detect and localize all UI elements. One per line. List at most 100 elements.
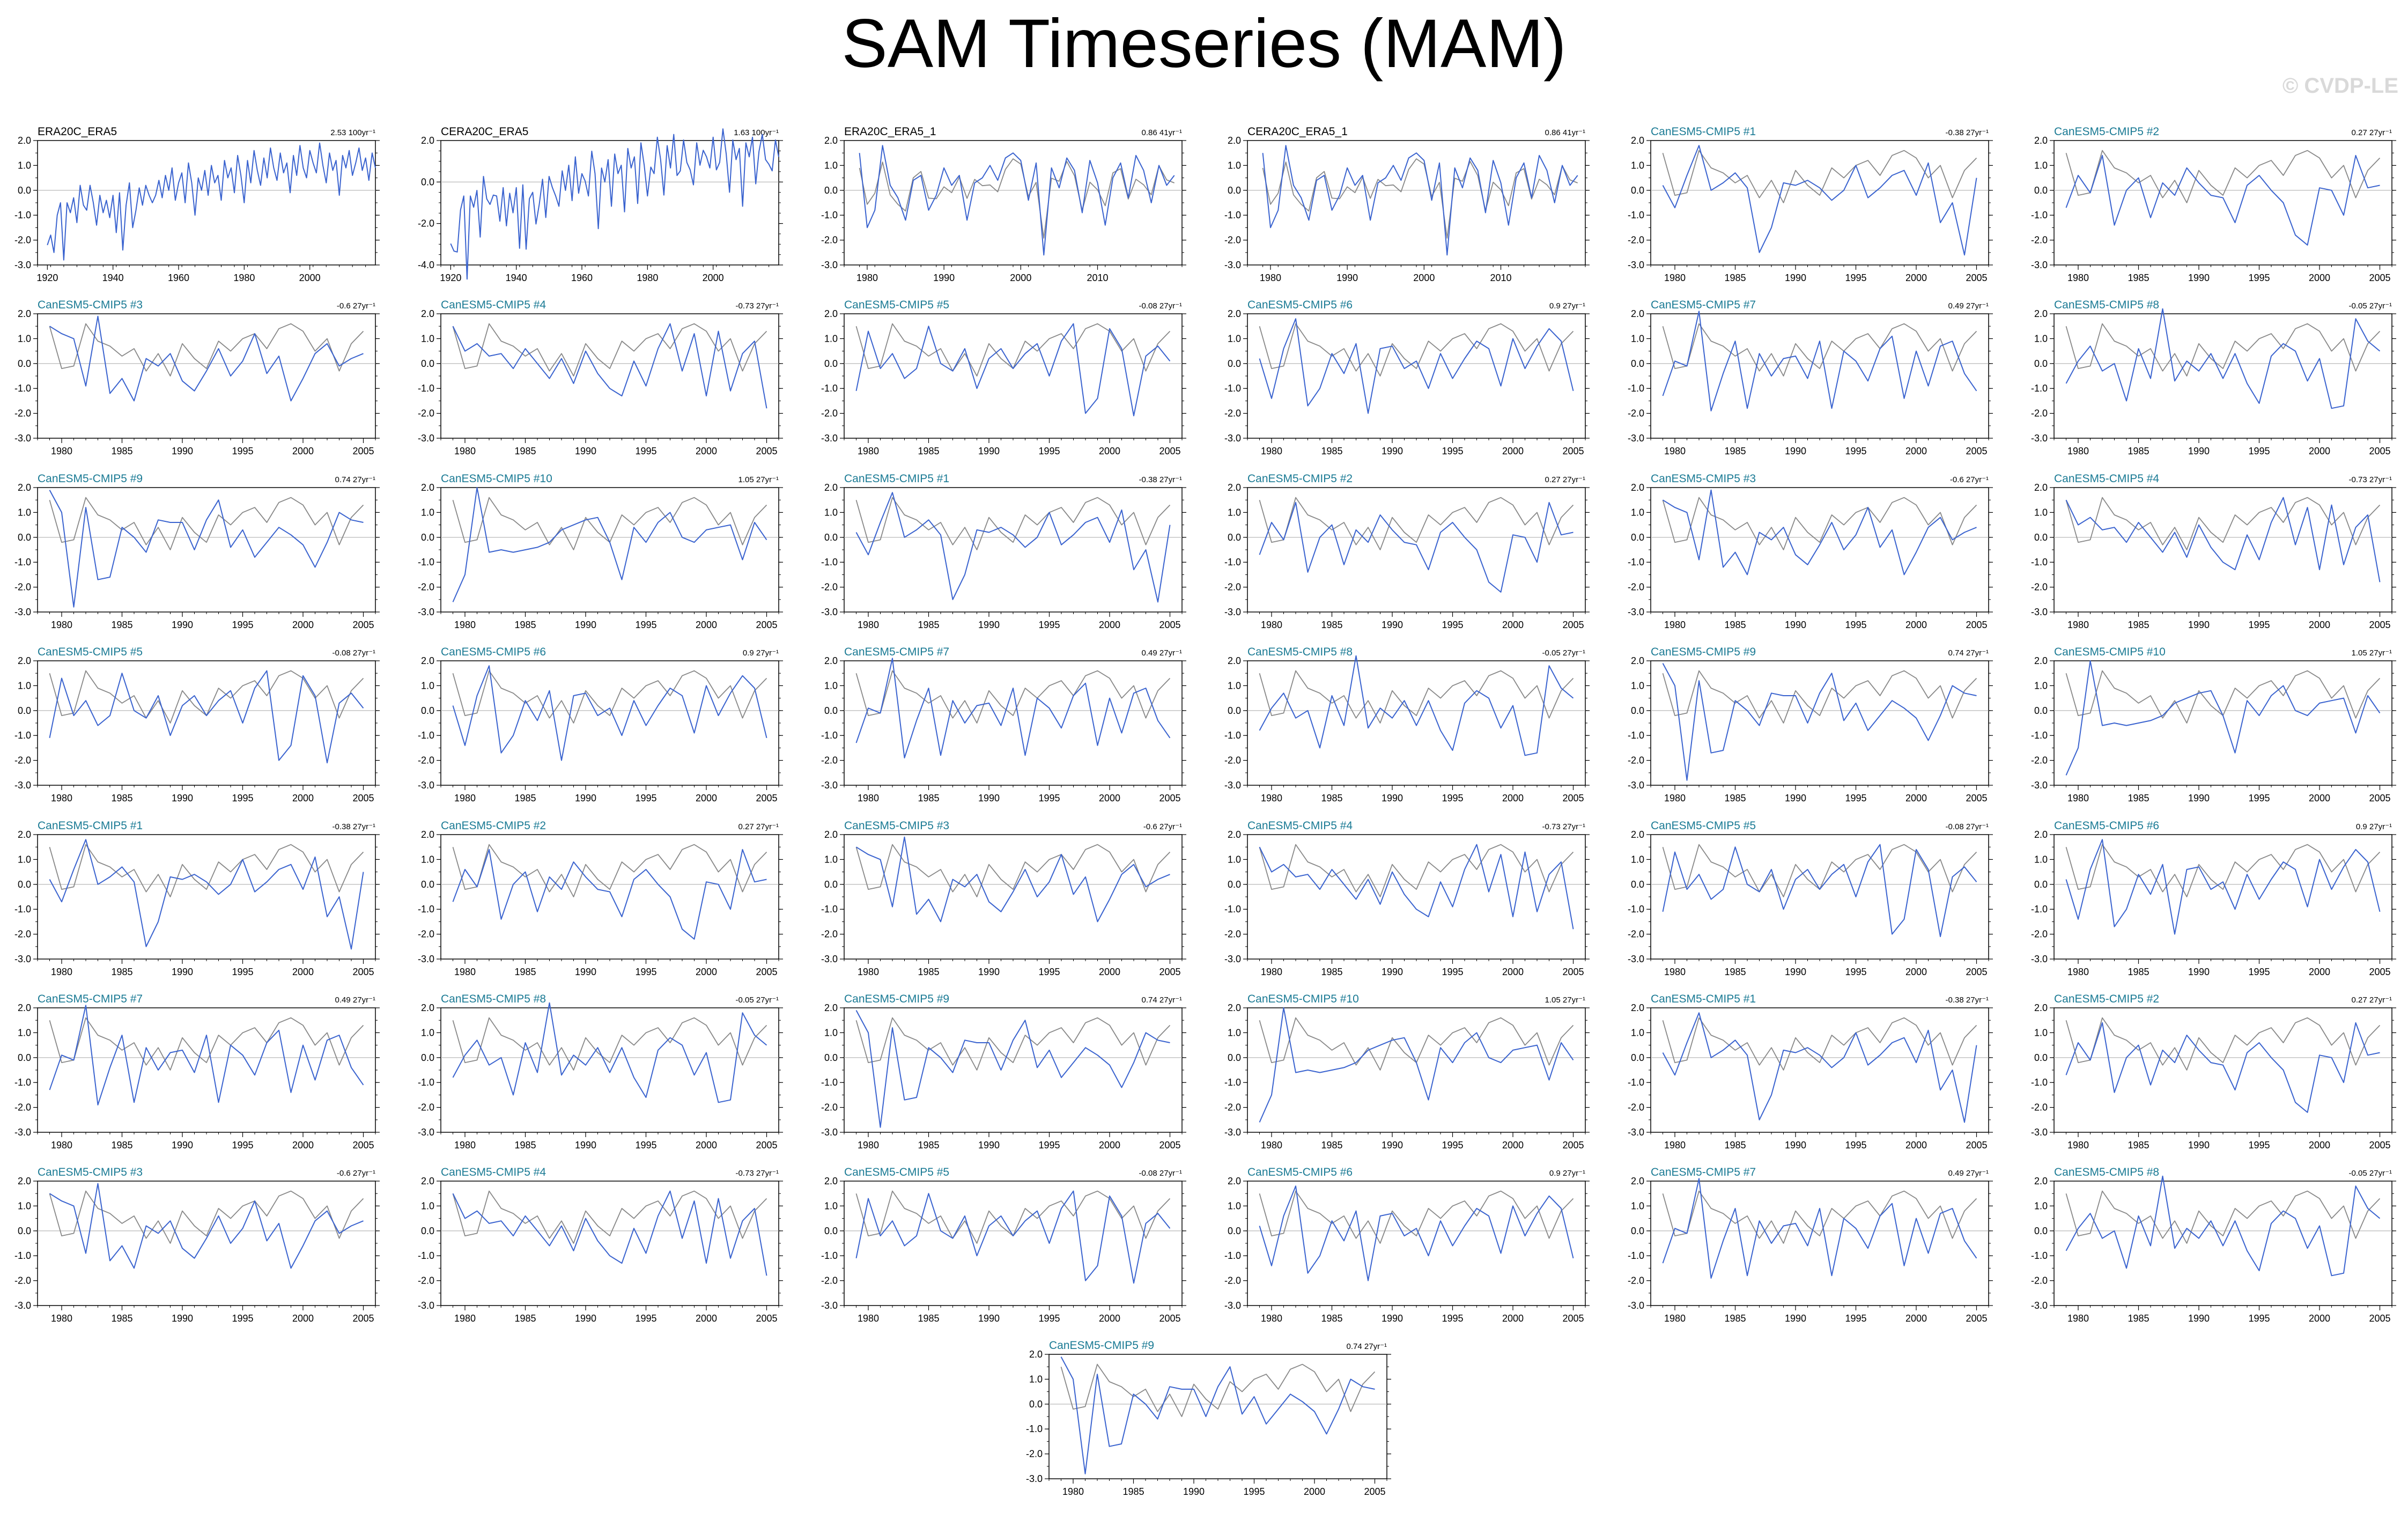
panel-title: CanESM5-CMIP5 #2 (2054, 993, 2159, 1005)
y-tick-label: 0.0 (1631, 1226, 1644, 1236)
model-series-line (2065, 154, 2380, 246)
y-tick-label: -3.0 (821, 1300, 838, 1311)
x-tick-label: 2005 (2369, 1140, 2390, 1151)
x-tick-label: 2005 (2369, 620, 2390, 630)
x-tick-label: 1990 (172, 1313, 193, 1324)
x-tick-label: 1995 (1845, 967, 1866, 977)
y-tick-label: -3.0 (1026, 1473, 1043, 1484)
y-tick-label: 1.0 (1228, 1200, 1241, 1211)
x-tick-label: 1985 (514, 620, 536, 630)
x-tick-label: 2005 (1562, 620, 1584, 630)
trend-label: 0.49 27yr⁻¹ (1948, 301, 1989, 311)
trend-label: -0.73 27yr⁻¹ (736, 1169, 779, 1178)
trend-label: -0.05 27yr⁻¹ (1542, 648, 1585, 658)
obs-series-line (1259, 1190, 1574, 1244)
y-tick-label: 2.0 (824, 655, 838, 666)
y-tick-label: 2.0 (824, 829, 838, 840)
x-tick-label: 1985 (1724, 967, 1746, 977)
x-tick-label: 1995 (1442, 793, 1463, 803)
x-tick-label: 1980 (1260, 272, 1281, 283)
panel-title: CanESM5-CMIP5 #10 (441, 473, 552, 485)
y-tick-label: 1.0 (421, 1027, 434, 1038)
trend-label: -0.73 27yr⁻¹ (2349, 475, 2392, 484)
plot-frame (2054, 313, 2392, 439)
panel-title: CanESM5-CMIP5 #7 (1651, 1166, 1756, 1178)
y-tick-label: -1.0 (14, 1250, 31, 1261)
y-tick-label: 0.0 (824, 1226, 838, 1236)
panel-title: CanESM5-CMIP5 #4 (1247, 820, 1353, 832)
x-tick-label: 2000 (696, 1313, 717, 1324)
x-tick-label: 1985 (2128, 1313, 2149, 1324)
trend-label: -0.05 27yr⁻¹ (2349, 1169, 2392, 1178)
watermark: © CVDP-LE (2282, 74, 2398, 98)
x-tick-label: 1980 (2067, 1140, 2089, 1151)
y-tick-label: -3.0 (1628, 1127, 1644, 1138)
panel-title: CanESM5-CMIP5 #6 (1247, 299, 1353, 311)
x-tick-label: 2005 (1562, 793, 1584, 803)
x-tick-label: 2005 (2369, 967, 2390, 977)
model-series-line (1662, 489, 1977, 576)
y-tick-label: -2.0 (1224, 755, 1241, 766)
y-tick-label: 2.0 (2034, 1176, 2048, 1186)
model-series-line (1259, 1185, 1574, 1281)
x-tick-label: 1985 (2128, 793, 2149, 803)
x-tick-label: 1940 (102, 272, 124, 283)
x-tick-label: 1980 (454, 620, 476, 630)
trend-label: -0.08 27yr⁻¹ (1946, 822, 1989, 831)
x-tick-label: 1995 (2248, 967, 2270, 977)
x-tick-label: 1995 (1038, 446, 1060, 456)
y-tick-label: -1.0 (14, 730, 31, 741)
x-tick-label: 2000 (1502, 446, 1524, 456)
trend-label: 1.05 27yr⁻¹ (2352, 648, 2392, 658)
y-tick-label: -1.0 (418, 383, 434, 394)
x-tick-label: 1985 (2128, 446, 2149, 456)
trend-label: 1.05 27yr⁻¹ (1545, 996, 1585, 1005)
plot-frame (1247, 487, 1586, 613)
y-tick-label: 0.0 (18, 532, 31, 543)
x-tick-label: 2000 (696, 967, 717, 977)
x-tick-label: 1990 (2188, 272, 2210, 283)
y-tick-label: 1.0 (421, 680, 434, 691)
trend-label: 0.9 27yr⁻¹ (1549, 1169, 1585, 1178)
x-tick-label: 2005 (1364, 1486, 1385, 1497)
y-tick-label: 1.0 (1228, 333, 1241, 344)
x-tick-label: 1985 (2128, 1140, 2149, 1151)
obs-series-line (49, 1017, 364, 1071)
model-series-line (1259, 655, 1574, 756)
x-tick-label: 1995 (635, 1313, 656, 1324)
sam-panel: CanESM5-CMIP5 #6 0.9 27yr⁻¹ -3.0 -2.0 -1.0 0.… (1224, 1166, 1590, 1324)
y-tick-label: -1.0 (1628, 1250, 1644, 1261)
y-tick-label: -3.0 (1628, 607, 1644, 617)
x-tick-label: 2000 (1905, 620, 1927, 630)
y-tick-label: 1.0 (421, 333, 434, 344)
x-tick-label: 1985 (918, 446, 939, 456)
y-tick-label: -3.0 (821, 954, 838, 964)
model-series-line (2065, 1175, 2381, 1277)
y-tick-label: 1.0 (824, 333, 838, 344)
model-series-line (2065, 1022, 2380, 1113)
y-tick-label: 0.0 (2034, 1226, 2048, 1236)
trend-label: 0.74 27yr⁻¹ (1948, 648, 1989, 658)
x-tick-label: 2005 (756, 967, 777, 977)
y-tick-label: 1.0 (824, 1027, 838, 1038)
y-tick-label: -2.0 (418, 582, 434, 593)
y-tick-label: -1.0 (1224, 1077, 1241, 1088)
sam-panel: CanESM5-CMIP5 #6 0.9 27yr⁻¹ -3.0 -2.0 -1.0 0.… (1224, 299, 1590, 456)
y-tick-label: 2.0 (1228, 1176, 1241, 1186)
x-tick-label: 2005 (2369, 793, 2390, 803)
y-tick-label: -1.0 (821, 210, 838, 220)
sam-panel: CanESM5-CMIP5 #3 -0.6 27yr⁻¹ -3.0 -2.0 -1.0 0… (1628, 473, 1993, 630)
model-series-line (1262, 145, 1578, 256)
y-tick-label: -2.0 (821, 929, 838, 940)
x-tick-label: 2000 (1905, 272, 1927, 283)
y-tick-label: -3.0 (14, 954, 31, 964)
sam-panel: CanESM5-CMIP5 #10 1.05 27yr⁻¹ -3.0 -2.0 -1.0… (2031, 646, 2396, 803)
obs-series-line (855, 844, 1171, 897)
y-tick-label: 2.0 (2034, 1002, 2048, 1013)
y-tick-label: 0.0 (18, 705, 31, 716)
y-tick-label: 1.0 (2034, 1200, 2048, 1211)
y-tick-label: -2.0 (418, 755, 434, 766)
sam-panel: CanESM5-CMIP5 #5 -0.08 27yr⁻¹ -3.0 -2.0 -1.0… (14, 646, 380, 803)
x-tick-label: 2005 (2369, 446, 2390, 456)
